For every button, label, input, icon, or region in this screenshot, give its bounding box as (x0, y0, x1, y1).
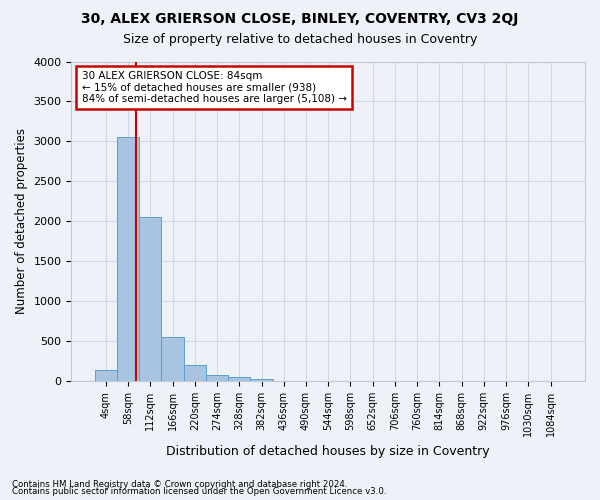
Bar (139, 216, 161, 381)
Bar (184, 365, 206, 381)
Bar (250, 379, 272, 381)
Text: Size of property relative to detached houses in Coventry: Size of property relative to detached ho… (123, 32, 477, 46)
Text: Contains public sector information licensed under the Open Government Licence v3: Contains public sector information licen… (12, 487, 386, 496)
Bar (206, 375, 228, 381)
Bar (95, 370, 117, 381)
Y-axis label: Number of detached properties: Number of detached properties (15, 128, 28, 314)
Bar (161, 337, 184, 381)
Bar (117, 138, 139, 381)
Bar (228, 377, 250, 381)
Text: 30, ALEX GRIERSON CLOSE, BINLEY, COVENTRY, CV3 2QJ: 30, ALEX GRIERSON CLOSE, BINLEY, COVENTR… (82, 12, 518, 26)
Text: 30 ALEX GRIERSON CLOSE: 84sqm
← 15% of detached houses are smaller (938)
84% of : 30 ALEX GRIERSON CLOSE: 84sqm ← 15% of d… (82, 71, 347, 104)
X-axis label: Distribution of detached houses by size in Coventry: Distribution of detached houses by size … (166, 444, 490, 458)
Text: Contains HM Land Registry data © Crown copyright and database right 2024.: Contains HM Land Registry data © Crown c… (12, 480, 347, 489)
